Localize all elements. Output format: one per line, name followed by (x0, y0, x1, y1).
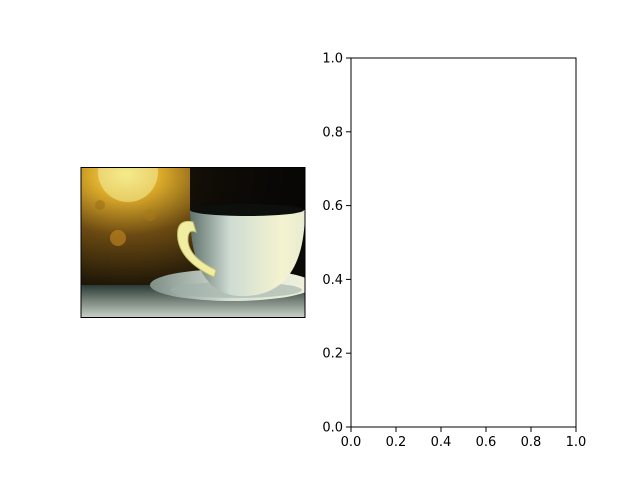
bokeh-light (144, 209, 156, 221)
y-tick-label: 0.6 (322, 199, 343, 214)
bokeh-light (95, 200, 105, 210)
y-axis: 0.0 0.2 0.4 0.6 0.8 1.0 (322, 52, 351, 436)
x-axis: 0.0 0.2 0.4 0.6 0.8 1.0 (341, 427, 587, 450)
x-tick-label: 0.4 (431, 435, 452, 450)
coffee-cup-photo (81, 167, 305, 317)
bokeh-light (110, 230, 126, 246)
y-tick-label: 0.4 (322, 273, 343, 288)
plot-frame (350, 57, 577, 428)
bokeh-light (98, 167, 158, 202)
y-tick-label: 0.8 (322, 125, 343, 140)
y-tick-label: 1.0 (322, 52, 343, 67)
image-axes (80, 167, 306, 318)
cup-body (190, 210, 305, 297)
cup-rim (190, 204, 304, 216)
plot-axes: 0.0 0.2 0.4 0.6 0.8 1.0 0.0 0.2 0.4 0.6 0.8 1.0 (322, 52, 586, 451)
image-frame (80, 167, 306, 318)
cup-handle (177, 220, 217, 278)
x-tick-label: 0.0 (341, 435, 362, 450)
y-tick-label: 0.0 (322, 421, 343, 436)
x-tick-label: 0.8 (521, 435, 542, 450)
x-tick-label: 1.0 (566, 435, 587, 450)
x-tick-label: 0.2 (386, 435, 407, 450)
x-tick-label: 0.6 (476, 435, 497, 450)
y-tick-label: 0.2 (322, 347, 343, 362)
